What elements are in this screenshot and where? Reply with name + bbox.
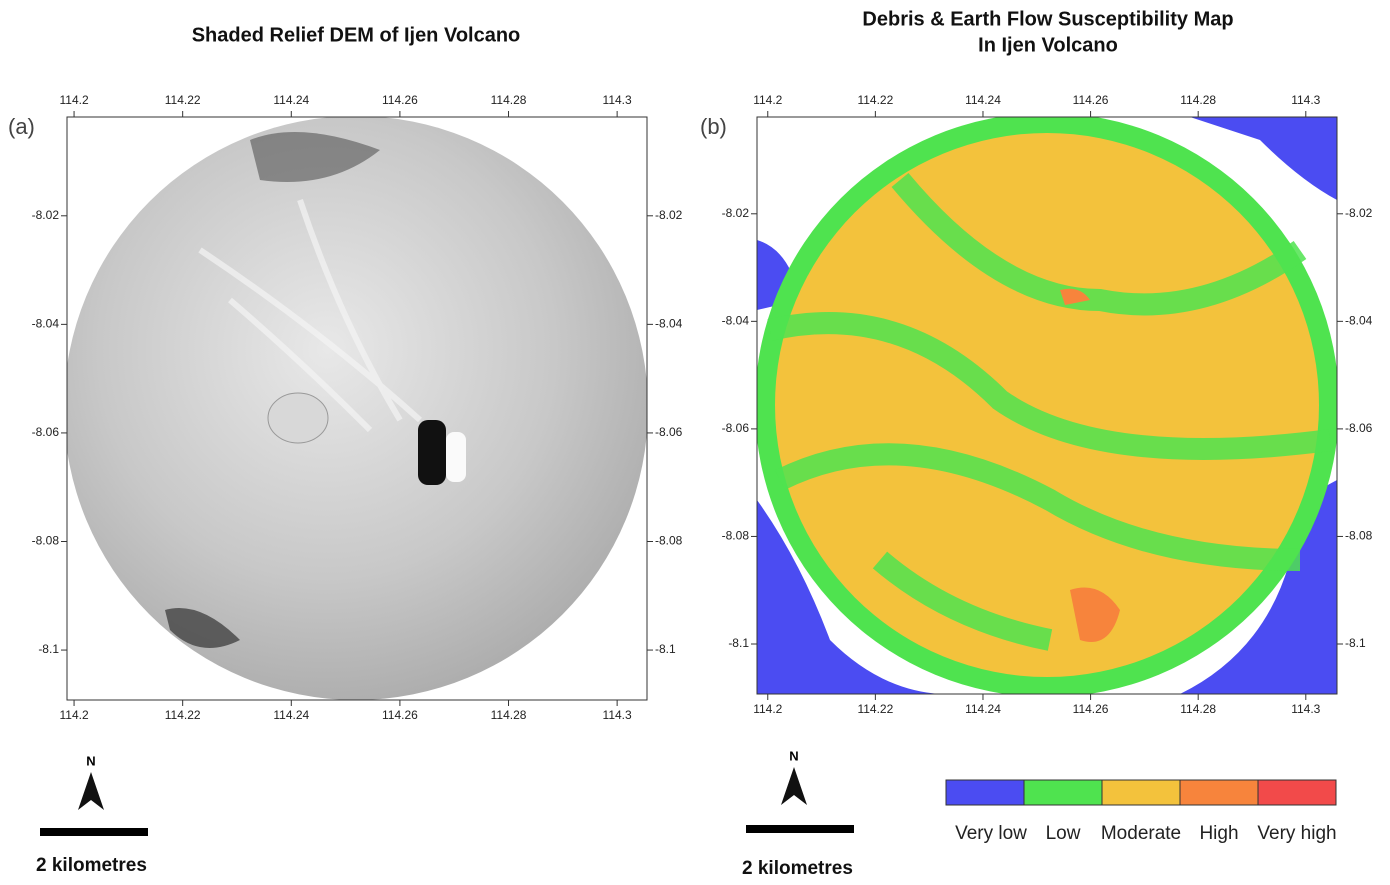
x-tick-label: 114.22: [857, 93, 893, 107]
x-tick-label: 114.26: [382, 93, 418, 107]
legend-label: Very high: [1257, 823, 1336, 844]
x-tick-label: 114.3: [1291, 702, 1320, 716]
y-tick-label: -8.06: [722, 421, 750, 435]
north-label: N: [789, 748, 798, 763]
legend-swatch: [1258, 780, 1336, 805]
x-tick-label: 114.28: [1180, 93, 1216, 107]
north-arrow: [781, 767, 807, 805]
legend-swatch: [1102, 780, 1180, 805]
x-tick-label: 114.24: [273, 93, 309, 107]
scale-label: 2 kilometres: [36, 855, 147, 876]
y-tick-label: -8.02: [655, 208, 683, 222]
y-tick-label: -8.06: [32, 425, 60, 439]
x-tick-label: 114.2: [753, 702, 782, 716]
y-tick-label: -8.04: [722, 314, 750, 328]
x-tick-label: 114.28: [491, 93, 527, 107]
x-tick-label: 114.3: [603, 708, 632, 722]
x-tick-label: 114.22: [165, 93, 201, 107]
y-tick-label: -8.1: [1345, 636, 1366, 650]
y-tick-label: -8.06: [655, 425, 683, 439]
panel-title: Shaded Relief DEM of Ijen Volcano: [192, 24, 521, 46]
scale-label: 2 kilometres: [742, 858, 853, 879]
x-tick-label: 114.28: [491, 708, 527, 722]
scale-bar: [40, 828, 148, 836]
susceptibility-map: [755, 113, 1339, 697]
panel-title: Debris & Earth Flow Susceptibility Map: [862, 8, 1233, 30]
x-tick-label: 114.26: [1073, 93, 1109, 107]
legend-swatch: [1024, 780, 1102, 805]
north-arrow: [78, 772, 104, 810]
relief-map: [64, 116, 648, 700]
scale-bar: [746, 825, 854, 833]
x-tick-label: 114.22: [165, 708, 201, 722]
y-tick-label: -8.04: [1345, 314, 1373, 328]
y-tick-label: -8.1: [38, 642, 59, 656]
y-tick-label: -8.1: [728, 636, 749, 650]
y-tick-label: -8.02: [1345, 206, 1373, 220]
x-tick-label: 114.2: [59, 708, 88, 722]
x-tick-label: 114.26: [1073, 702, 1109, 716]
legend-swatch: [946, 780, 1024, 805]
y-tick-label: -8.08: [32, 534, 60, 548]
x-tick-label: 114.2: [753, 93, 782, 107]
x-tick-label: 114.3: [603, 93, 632, 107]
x-tick-label: 114.24: [965, 93, 1001, 107]
legend-label: High: [1199, 823, 1238, 844]
y-tick-label: -8.08: [722, 529, 750, 543]
y-tick-label: -8.1: [655, 642, 676, 656]
legend-swatch: [1180, 780, 1258, 805]
y-tick-label: -8.04: [32, 317, 60, 331]
legend-label: Moderate: [1101, 823, 1181, 844]
panel-label: (b): [700, 114, 727, 139]
y-tick-label: -8.06: [1345, 421, 1373, 435]
x-tick-label: 114.24: [965, 702, 1001, 716]
x-tick-label: 114.2: [59, 93, 88, 107]
panel-label: (a): [8, 114, 35, 139]
y-tick-label: -8.02: [722, 206, 750, 220]
x-tick-label: 114.26: [382, 708, 418, 722]
x-tick-label: 114.22: [857, 702, 893, 716]
x-tick-label: 114.28: [1180, 702, 1216, 716]
x-tick-label: 114.24: [273, 708, 309, 722]
y-tick-label: -8.08: [1345, 529, 1373, 543]
panel-title: In Ijen Volcano: [978, 34, 1118, 56]
y-tick-label: -8.08: [655, 534, 683, 548]
figure: Shaded Relief DEM of Ijen Volcano (a) 114.…: [0, 0, 1390, 880]
x-tick-label: 114.3: [1291, 93, 1320, 107]
legend-label: Low: [1046, 823, 1081, 844]
y-tick-label: -8.04: [655, 317, 683, 331]
y-tick-label: -8.02: [32, 208, 60, 222]
legend-label: Very low: [955, 823, 1027, 844]
north-label: N: [86, 753, 95, 768]
